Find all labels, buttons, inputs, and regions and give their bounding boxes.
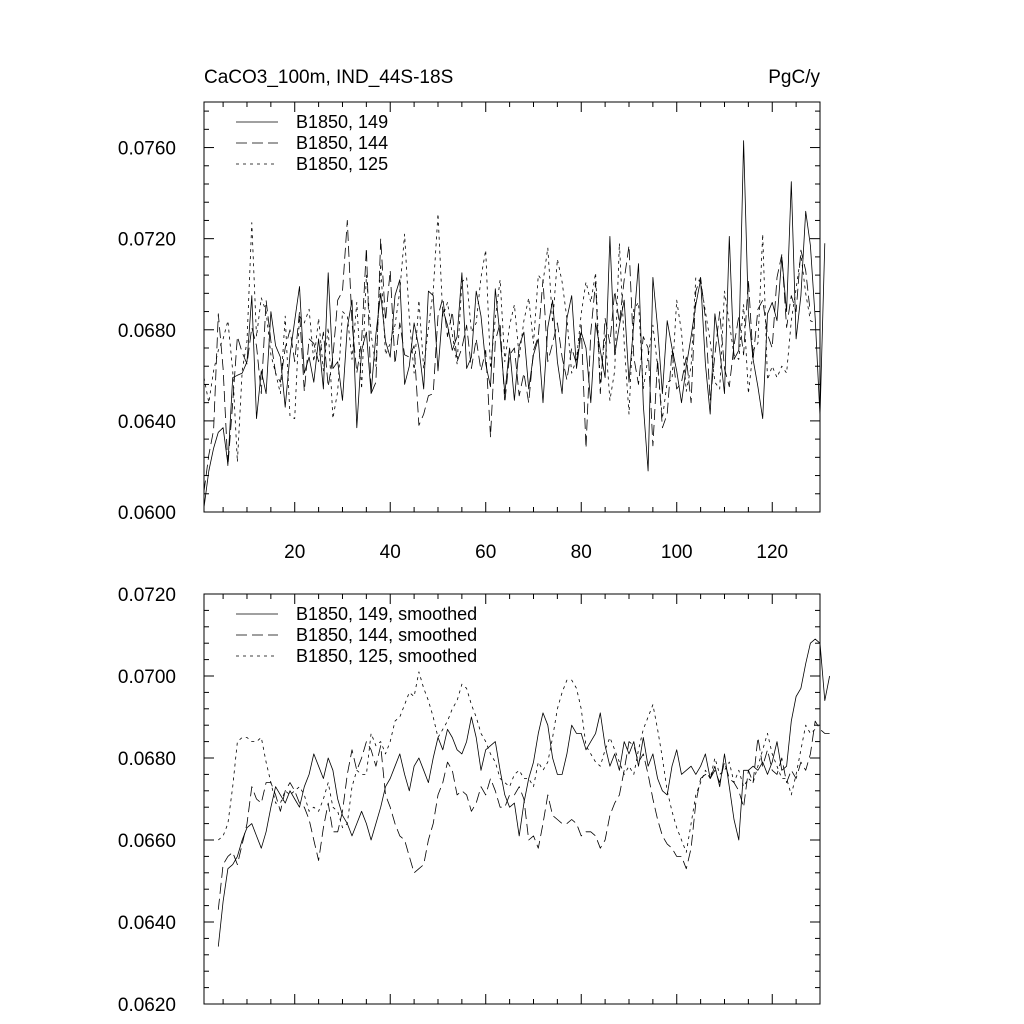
series-line-3 — [218, 671, 816, 853]
series-line-1 — [217, 638, 830, 947]
x-tick-label: 80 — [571, 542, 592, 563]
y-tick-label: 0.0680 — [118, 321, 176, 342]
y-tick-label: 0.0680 — [118, 749, 176, 770]
y-tick-label: 0.0720 — [118, 230, 176, 251]
x-tick-label: 100 — [661, 542, 693, 563]
x-tick-label: 20 — [284, 542, 305, 563]
plot-frame — [203, 101, 821, 513]
series-line-2 — [203, 219, 811, 492]
x-tick-label: 120 — [756, 542, 788, 563]
legend-label-3: B1850, 125, smoothed — [296, 646, 477, 666]
y-tick-label: 0.0660 — [118, 831, 176, 852]
series-line-2 — [217, 720, 830, 910]
legend-label-1: B1850, 149 — [296, 112, 388, 132]
y-tick-label: 0.0640 — [118, 412, 176, 433]
x-tick-label: 60 — [475, 542, 496, 563]
top-panel: 20 40 60 80 100 120 0.0600 0.0640 0.0680 0.0720 0.… — [118, 101, 826, 563]
y-tick-label: 0.0600 — [118, 503, 176, 524]
legend-label-3: B1850, 125 — [296, 154, 388, 174]
y-tick-label: 0.0720 — [118, 585, 176, 606]
legend-label-2: B1850, 144, smoothed — [296, 625, 477, 645]
series-line-1 — [203, 140, 826, 508]
y-tick-label: 0.0640 — [118, 913, 176, 934]
plot-frame — [203, 593, 821, 1005]
title-right-units: PgC/y — [768, 67, 820, 88]
y-tick-label: 0.0760 — [118, 139, 176, 160]
x-tick-label: 40 — [380, 542, 401, 563]
y-tick-label: 0.0700 — [118, 667, 176, 688]
legend-label-1: B1850, 149, smoothed — [296, 604, 477, 624]
bottom-panel: 0.0620 0.0640 0.0660 0.0680 0.0700 0.0720 B185… — [118, 585, 830, 1016]
title-left: CaCO3_100m, IND_44S-18S — [204, 67, 453, 88]
y-tick-label: 0.0620 — [118, 995, 176, 1016]
legend-label-2: B1850, 144 — [296, 133, 388, 153]
